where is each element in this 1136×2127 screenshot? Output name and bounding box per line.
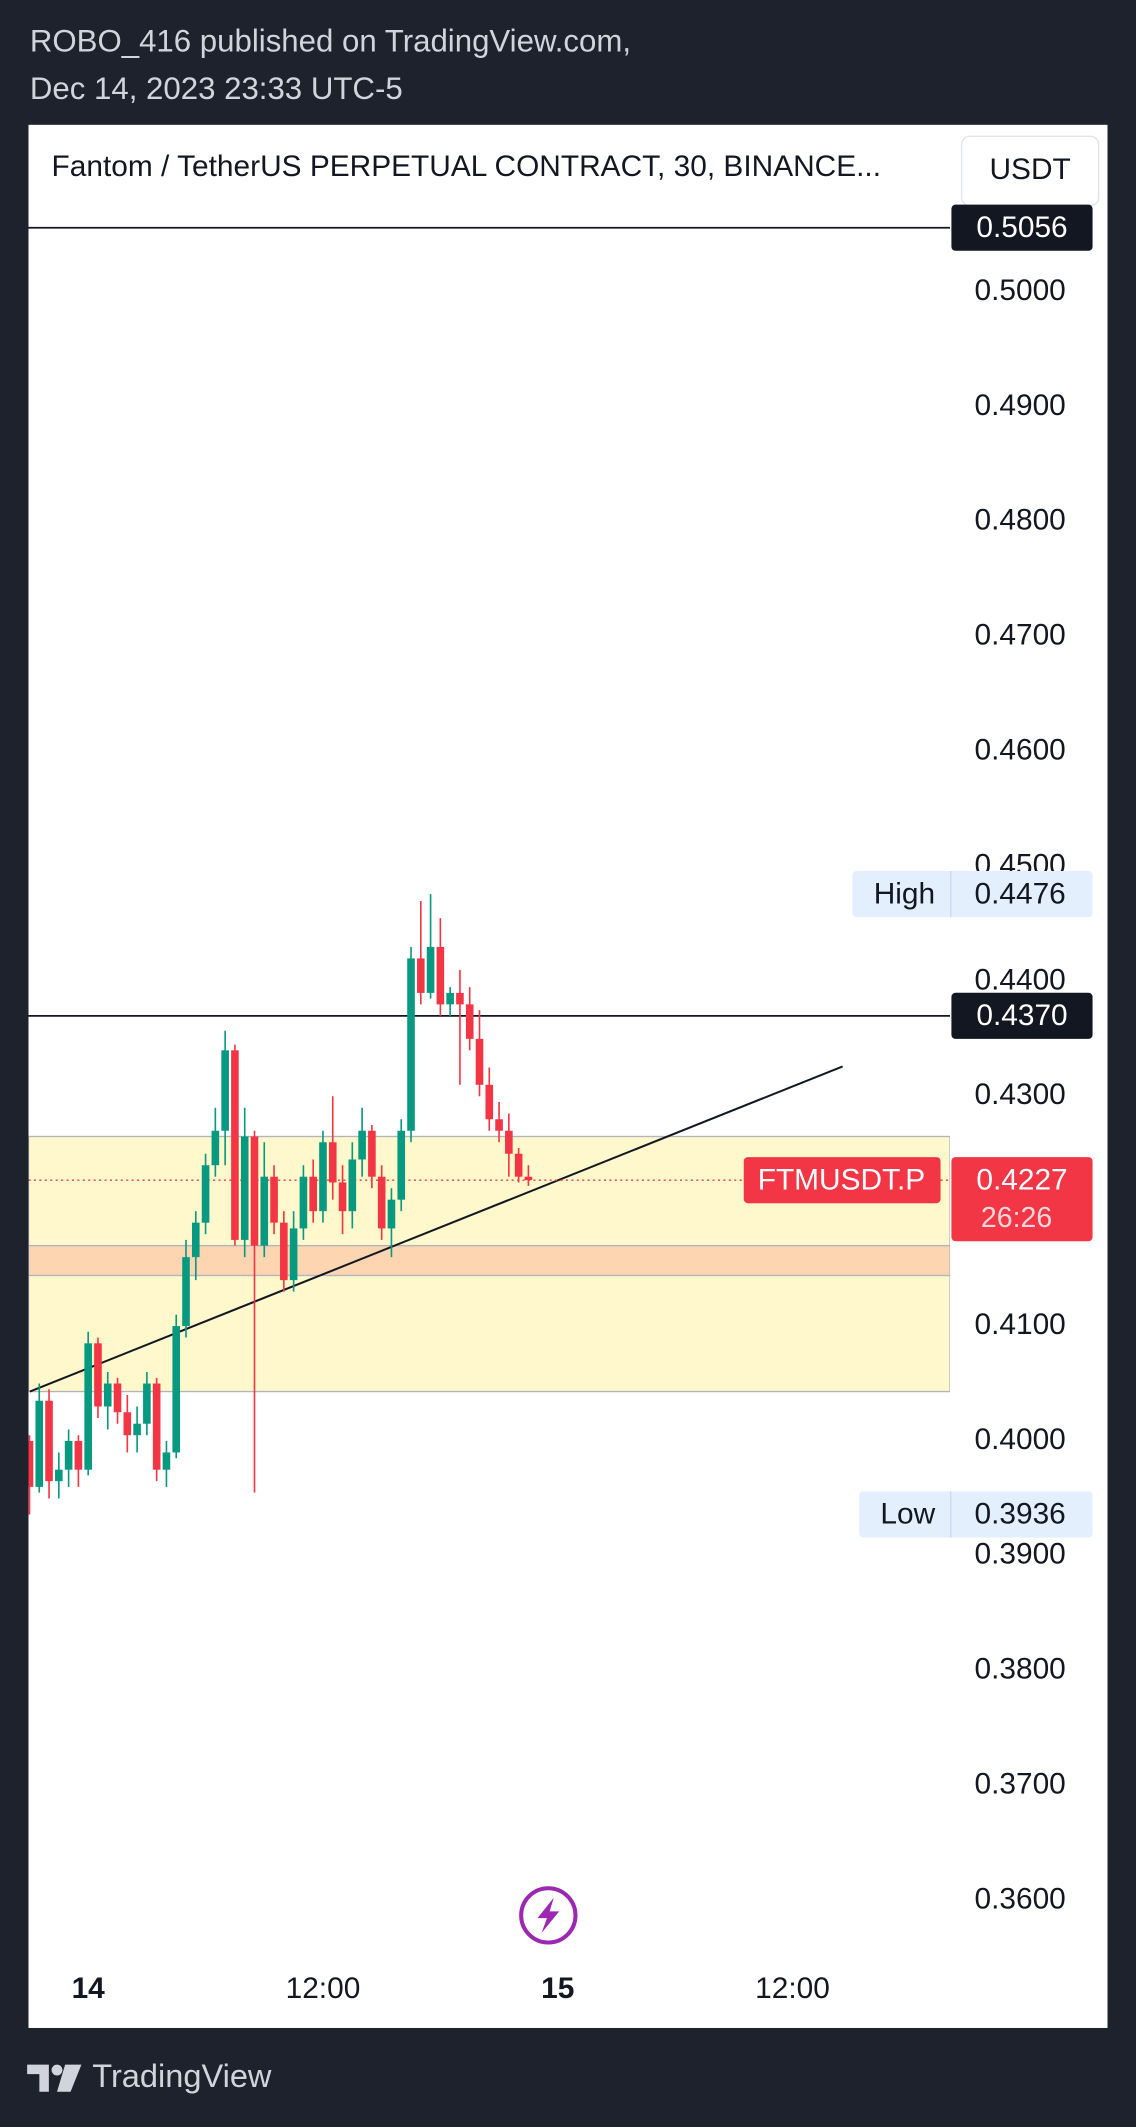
candle-body — [514, 1153, 523, 1177]
candle-body — [103, 1383, 112, 1407]
candle-body — [495, 1119, 503, 1131]
publish-date: Dec 14, 2023 23:33 UTC-5 — [30, 71, 403, 106]
candle-body — [133, 1423, 141, 1436]
candle-body — [35, 1400, 44, 1487]
candle-body — [416, 958, 425, 993]
y-tick-label: 0.4800 — [974, 504, 1065, 537]
candle-body — [231, 1050, 239, 1240]
candle-body — [446, 992, 454, 1005]
last-price-tag — [951, 1157, 1093, 1242]
price-line-tag — [951, 204, 1093, 251]
y-tick-label: 0.4400 — [974, 963, 1065, 996]
candle-body — [358, 1130, 366, 1160]
chart-panel — [28, 124, 1108, 2028]
trendline — [29, 1065, 844, 1393]
candle-body — [348, 1159, 357, 1212]
extreme-tag-label: Low — [880, 1498, 935, 1531]
candle-body — [387, 1199, 396, 1229]
candle-body — [280, 1222, 288, 1281]
last-price-value: 0.4227 — [976, 1163, 1067, 1196]
candle-body — [465, 1004, 474, 1039]
extreme-tag-label: High — [874, 877, 935, 910]
price-axis: 0.3600 0.3700 0.3800 0.3900 0.4000 0.4100 0.43… — [974, 274, 1065, 1915]
candle-body — [338, 1182, 347, 1212]
candle-body — [475, 1038, 484, 1085]
x-tick-label: 12:00 — [286, 1972, 361, 2005]
candle-body — [113, 1383, 122, 1413]
candle-body — [201, 1165, 210, 1223]
brand-name: TradingView — [92, 2058, 272, 2094]
y-tick-label: 0.3600 — [974, 1882, 1065, 1915]
candle-body — [397, 1130, 406, 1200]
candle-body — [94, 1343, 102, 1407]
y-tick-label: 0.4600 — [974, 734, 1065, 767]
candle-body — [407, 958, 415, 1131]
countdown: 26:26 — [981, 1202, 1052, 1234]
zone — [28, 1244, 951, 1277]
y-tick-label: 0.3700 — [974, 1768, 1065, 1801]
candle-body — [28, 1440, 34, 1487]
candle-body — [485, 1084, 494, 1120]
extreme-tag-value: 0.3936 — [974, 1498, 1065, 1531]
price-line-label: 0.4370 — [976, 999, 1067, 1032]
candle-body — [172, 1326, 181, 1453]
candle-body — [299, 1176, 308, 1229]
x-tick-label: 15 — [541, 1972, 574, 2005]
candle-body — [221, 1050, 229, 1131]
candle-body — [436, 946, 445, 1005]
candle-body — [309, 1176, 317, 1212]
x-tick-label: 14 — [72, 1972, 106, 2005]
candle-body — [55, 1469, 63, 1482]
candle-body — [270, 1176, 278, 1223]
extreme-tag-value: 0.4476 — [974, 877, 1065, 910]
extreme-tag — [852, 871, 1093, 918]
candle-body — [250, 1136, 259, 1246]
extreme-tag — [859, 1491, 1093, 1538]
chart-title: Fantom / TetherUS PERPETUAL CONTRACT, 30… — [52, 150, 881, 183]
candle-body — [74, 1440, 83, 1470]
x-tick-label: 12:00 — [755, 1972, 830, 2005]
symbol-tag — [743, 1157, 941, 1204]
candle-body — [162, 1452, 171, 1470]
candle-body — [143, 1383, 151, 1424]
candle-body — [524, 1176, 533, 1181]
candle-body — [260, 1176, 269, 1246]
y-tick-label: 0.4000 — [974, 1423, 1065, 1456]
candle-body — [328, 1142, 337, 1183]
candle-body — [289, 1228, 298, 1281]
symbol-label: FTMUSDT.P — [758, 1163, 925, 1196]
candle-body — [377, 1176, 386, 1229]
candle-body — [64, 1440, 73, 1470]
candle-body — [319, 1142, 327, 1212]
y-tick-label: 0.4100 — [974, 1308, 1065, 1341]
price-tags: 0.5056 0.4370 High 0.4476 Low 0.3936 FTMUSDT.P… — [743, 204, 1093, 1538]
y-tick-label: 0.3800 — [974, 1653, 1065, 1686]
lightning-icon[interactable] — [537, 1897, 560, 1934]
y-tick-label: 0.4700 — [974, 619, 1065, 652]
candle-body — [426, 946, 435, 993]
y-tick-label: 0.5000 — [974, 274, 1065, 307]
candle-body — [368, 1130, 376, 1177]
brand-logo — [27, 2064, 82, 2092]
currency-label[interactable]: USDT — [990, 153, 1071, 186]
candle-body — [84, 1343, 92, 1470]
candle-body — [456, 992, 464, 1005]
price-line-label: 0.5056 — [976, 211, 1067, 244]
y-tick-label: 0.4300 — [974, 1078, 1065, 1111]
candle-body — [505, 1130, 513, 1154]
candle-body — [123, 1412, 132, 1436]
candle-body — [182, 1257, 190, 1327]
candle-body — [240, 1136, 249, 1240]
candle-body — [211, 1130, 220, 1166]
candle-body — [152, 1383, 161, 1470]
candle-body — [45, 1400, 53, 1482]
price-line-tag — [951, 992, 1093, 1039]
candle-body — [191, 1222, 200, 1258]
y-tick-label: 0.3900 — [974, 1538, 1065, 1571]
plot-area — [28, 226, 951, 1515]
publisher: ROBO_416 published on TradingView.com, — [30, 24, 631, 59]
y-tick-label: 0.4900 — [974, 389, 1065, 422]
